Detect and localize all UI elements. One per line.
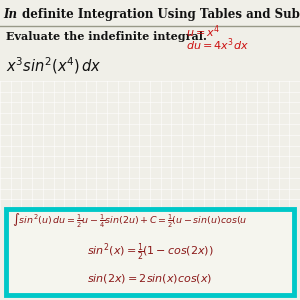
Text: $sin^2(x) = \frac{1}{2}\!\left(1 - cos(2x)\right)$: $sin^2(x) = \frac{1}{2}\!\left(1 - cos(2… bbox=[87, 241, 213, 263]
Text: $sin(2x) = 2sin(x)cos(x)$: $sin(2x) = 2sin(x)cos(x)$ bbox=[87, 272, 213, 285]
Text: $du = 4x^3dx$: $du = 4x^3dx$ bbox=[186, 37, 249, 53]
Text: In: In bbox=[3, 8, 17, 20]
Text: $\int sin^2(u)\,du = \frac{1}{2}u - \frac{1}{4}sin(2u) + C = \frac{1}{2}\!\left(: $\int sin^2(u)\,du = \frac{1}{2}u - \fra… bbox=[12, 212, 247, 230]
Text: Evaluate the indefinite integral.: Evaluate the indefinite integral. bbox=[6, 31, 207, 42]
Text: $u = x^4$: $u = x^4$ bbox=[186, 24, 220, 40]
FancyBboxPatch shape bbox=[6, 209, 294, 295]
Text: definite Integration Using Tables and Substitu: definite Integration Using Tables and Su… bbox=[22, 8, 300, 20]
Text: $x^3sin^2(x^4)\,dx$: $x^3sin^2(x^4)\,dx$ bbox=[6, 55, 102, 76]
